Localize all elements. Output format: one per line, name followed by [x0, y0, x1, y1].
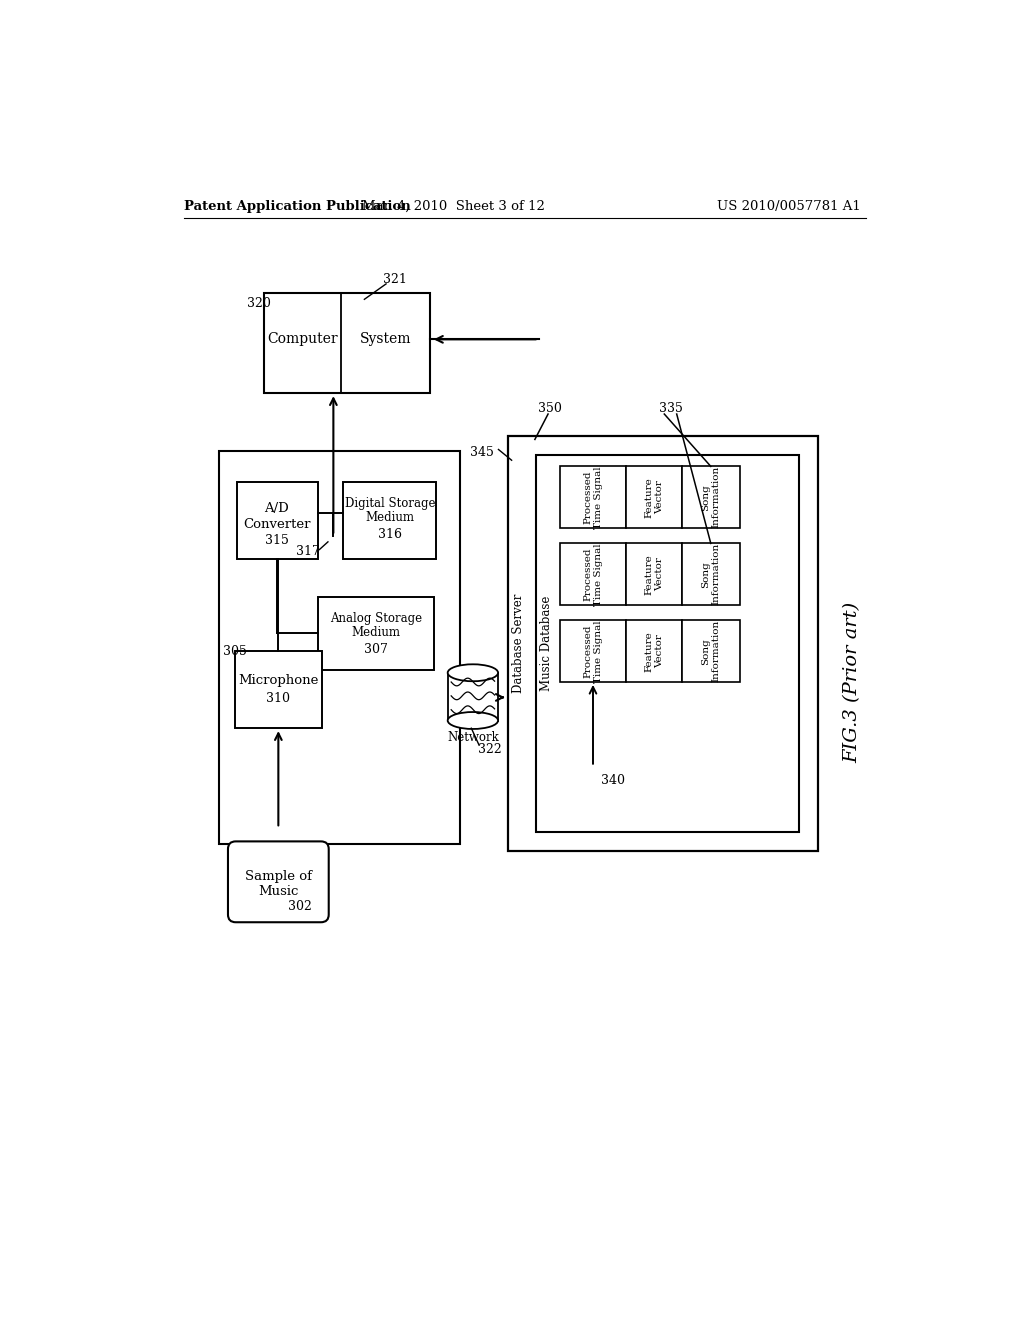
Bar — [234, 651, 322, 729]
Text: System: System — [359, 333, 411, 346]
Text: Medium: Medium — [351, 626, 400, 639]
Text: 307: 307 — [365, 643, 388, 656]
FancyBboxPatch shape — [228, 841, 329, 923]
Text: Digital Storage: Digital Storage — [345, 496, 435, 510]
Text: FIG.3 (Prior art): FIG.3 (Prior art) — [844, 602, 861, 763]
Text: Processed
Time Signal: Processed Time Signal — [584, 543, 603, 606]
Text: 321: 321 — [383, 273, 408, 286]
Text: US 2010/0057781 A1: US 2010/0057781 A1 — [717, 199, 861, 213]
Text: Patent Application Publication: Patent Application Publication — [183, 199, 411, 213]
Bar — [449, 673, 499, 721]
Text: Mar. 4, 2010  Sheet 3 of 12: Mar. 4, 2010 Sheet 3 of 12 — [362, 199, 545, 213]
Bar — [343, 482, 436, 558]
Text: Network: Network — [447, 731, 499, 744]
Bar — [237, 482, 317, 558]
Bar — [627, 544, 682, 605]
Bar — [317, 597, 434, 671]
Text: Music: Music — [258, 884, 299, 898]
Text: Song
Information: Song Information — [701, 620, 721, 682]
Text: Feature
Vector: Feature Vector — [644, 554, 664, 594]
Bar — [508, 436, 818, 851]
Bar — [682, 620, 740, 682]
Text: 315: 315 — [265, 533, 289, 546]
Bar — [263, 293, 430, 393]
Text: 320: 320 — [247, 297, 270, 310]
Text: Song
Information: Song Information — [701, 466, 721, 528]
Text: Microphone: Microphone — [239, 675, 318, 686]
Text: 302: 302 — [288, 900, 312, 913]
Text: Processed
Time Signal: Processed Time Signal — [584, 620, 603, 682]
Text: 335: 335 — [658, 403, 682, 416]
Bar — [219, 451, 460, 843]
Bar — [560, 466, 627, 528]
Text: 322: 322 — [478, 743, 502, 756]
Text: 350: 350 — [539, 403, 562, 416]
Text: 340: 340 — [601, 774, 625, 787]
Text: Medium: Medium — [366, 511, 415, 524]
Text: Sample of: Sample of — [245, 870, 312, 883]
Text: 317: 317 — [296, 545, 319, 557]
Bar — [627, 466, 682, 528]
Text: 310: 310 — [266, 693, 291, 705]
Bar — [560, 620, 627, 682]
Bar — [560, 544, 627, 605]
Bar — [682, 466, 740, 528]
Text: 316: 316 — [378, 528, 402, 541]
Text: Computer: Computer — [267, 333, 338, 346]
Text: 345: 345 — [470, 446, 494, 459]
Text: Processed
Time Signal: Processed Time Signal — [584, 466, 603, 528]
Ellipse shape — [447, 664, 498, 681]
Text: A/D: A/D — [264, 502, 289, 515]
Text: 305: 305 — [223, 644, 247, 657]
Ellipse shape — [447, 711, 498, 729]
Bar — [627, 620, 682, 682]
Bar — [682, 544, 740, 605]
Text: Song
Information: Song Information — [701, 543, 721, 606]
Bar — [536, 455, 799, 832]
Text: Feature
Vector: Feature Vector — [644, 631, 664, 672]
Text: Feature
Vector: Feature Vector — [644, 477, 664, 517]
Text: Music Database: Music Database — [540, 595, 553, 692]
Text: Database Server: Database Server — [512, 594, 525, 693]
Text: Analog Storage: Analog Storage — [330, 612, 422, 626]
Text: Converter: Converter — [243, 519, 310, 532]
